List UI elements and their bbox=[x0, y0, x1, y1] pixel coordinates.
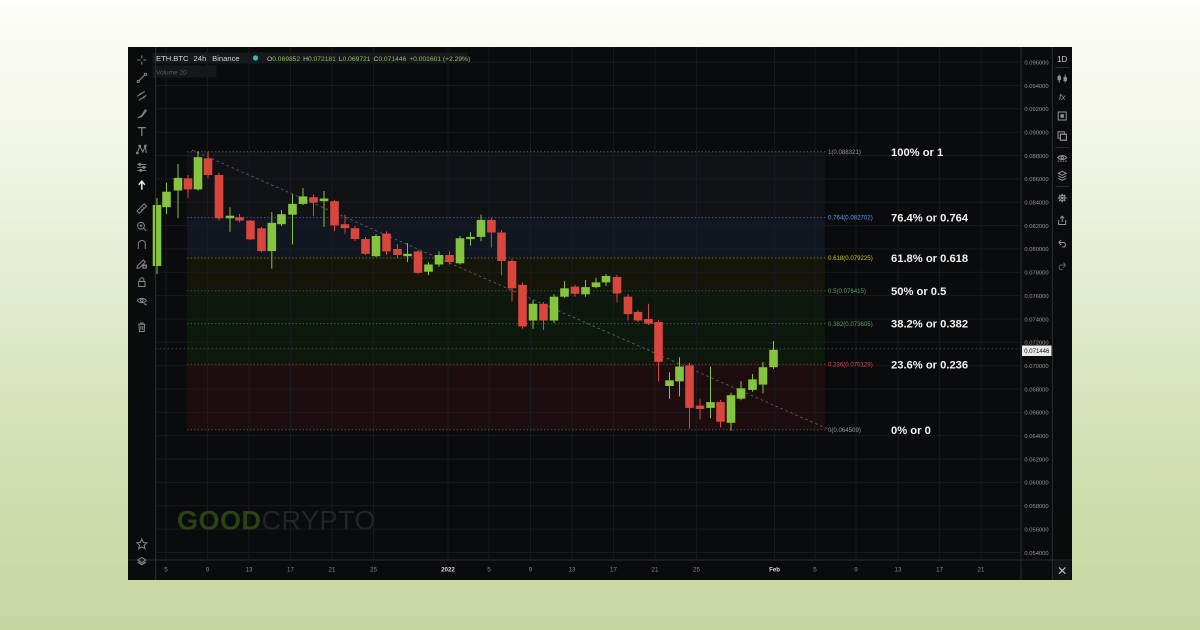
svg-text:23.6% or 0.236: 23.6% or 0.236 bbox=[891, 359, 968, 371]
svg-text:0.078000: 0.078000 bbox=[1024, 271, 1048, 277]
svg-text:0.062000: 0.062000 bbox=[1024, 457, 1048, 463]
svg-text:0.066000: 0.066000 bbox=[1024, 411, 1048, 417]
svg-text:17: 17 bbox=[287, 567, 294, 574]
svg-text:0.060000: 0.060000 bbox=[1024, 481, 1048, 487]
svg-text:0.088000: 0.088000 bbox=[1024, 154, 1048, 160]
svg-text:0.086000: 0.086000 bbox=[1024, 177, 1048, 183]
svg-text:0.082000: 0.082000 bbox=[1024, 224, 1048, 230]
svg-text:fx: fx bbox=[1059, 92, 1066, 102]
svg-text:38.2% or 0.382: 38.2% or 0.382 bbox=[891, 319, 968, 331]
svg-text:0.236(0.070129): 0.236(0.070129) bbox=[828, 362, 873, 369]
svg-text:21: 21 bbox=[978, 567, 985, 574]
svg-text:13: 13 bbox=[895, 567, 902, 574]
svg-text:0(0.064509): 0(0.064509) bbox=[828, 427, 861, 434]
svg-text:13: 13 bbox=[246, 567, 253, 574]
svg-text:5: 5 bbox=[164, 567, 168, 574]
svg-text:0.084000: 0.084000 bbox=[1024, 201, 1048, 207]
svg-text:0.5(0.076415): 0.5(0.076415) bbox=[828, 288, 866, 295]
svg-text:0% or 0: 0% or 0 bbox=[891, 425, 931, 437]
svg-text:0.092000: 0.092000 bbox=[1024, 107, 1048, 113]
svg-text:1D: 1D bbox=[1057, 55, 1067, 64]
svg-text:1(0.088321): 1(0.088321) bbox=[828, 149, 861, 156]
svg-text:25: 25 bbox=[370, 567, 377, 574]
svg-text:Feb: Feb bbox=[769, 567, 780, 574]
svg-text:9: 9 bbox=[854, 567, 858, 574]
svg-text:21: 21 bbox=[329, 567, 336, 574]
svg-text:0.096000: 0.096000 bbox=[1024, 60, 1048, 66]
svg-text:0.090000: 0.090000 bbox=[1024, 131, 1048, 137]
svg-text:0.068000: 0.068000 bbox=[1024, 387, 1048, 393]
svg-text:2022: 2022 bbox=[441, 567, 455, 574]
svg-text:25: 25 bbox=[693, 567, 700, 574]
svg-text:9: 9 bbox=[206, 567, 210, 574]
svg-text:100% or 1: 100% or 1 bbox=[891, 147, 943, 159]
svg-text:13: 13 bbox=[569, 567, 576, 574]
svg-text:61.8% or 0.618: 61.8% or 0.618 bbox=[891, 253, 968, 265]
svg-text:9: 9 bbox=[529, 567, 533, 574]
svg-text:17: 17 bbox=[936, 567, 943, 574]
svg-text:5: 5 bbox=[813, 567, 817, 574]
svg-text:5: 5 bbox=[487, 567, 491, 574]
svg-text:0.064000: 0.064000 bbox=[1024, 434, 1048, 440]
svg-text:21: 21 bbox=[652, 567, 659, 574]
svg-text:0.080000: 0.080000 bbox=[1024, 247, 1048, 253]
svg-text:0.094000: 0.094000 bbox=[1024, 84, 1048, 90]
svg-text:50% or 0.5: 50% or 0.5 bbox=[891, 286, 946, 298]
svg-text:0.070000: 0.070000 bbox=[1024, 364, 1048, 370]
svg-text:0.071446: 0.071446 bbox=[1024, 349, 1050, 355]
svg-text:76.4% or 0.764: 76.4% or 0.764 bbox=[891, 212, 969, 224]
svg-text:0.618(0.079225): 0.618(0.079225) bbox=[828, 255, 873, 262]
svg-text:0.058000: 0.058000 bbox=[1024, 504, 1048, 510]
svg-text:0.054000: 0.054000 bbox=[1024, 551, 1048, 557]
svg-text:0.076000: 0.076000 bbox=[1024, 294, 1048, 300]
svg-text:0.056000: 0.056000 bbox=[1024, 527, 1048, 533]
svg-text:0.074000: 0.074000 bbox=[1024, 317, 1048, 323]
svg-text:0.382(0.073605): 0.382(0.073605) bbox=[828, 321, 873, 328]
svg-text:17: 17 bbox=[610, 567, 617, 574]
svg-text:Volume 20: Volume 20 bbox=[156, 69, 187, 76]
svg-text:GOODCRYPTO: GOODCRYPTO bbox=[177, 506, 376, 536]
svg-text:0.072000: 0.072000 bbox=[1024, 341, 1048, 347]
svg-text:0.764(0.082702): 0.764(0.082702) bbox=[828, 215, 873, 222]
